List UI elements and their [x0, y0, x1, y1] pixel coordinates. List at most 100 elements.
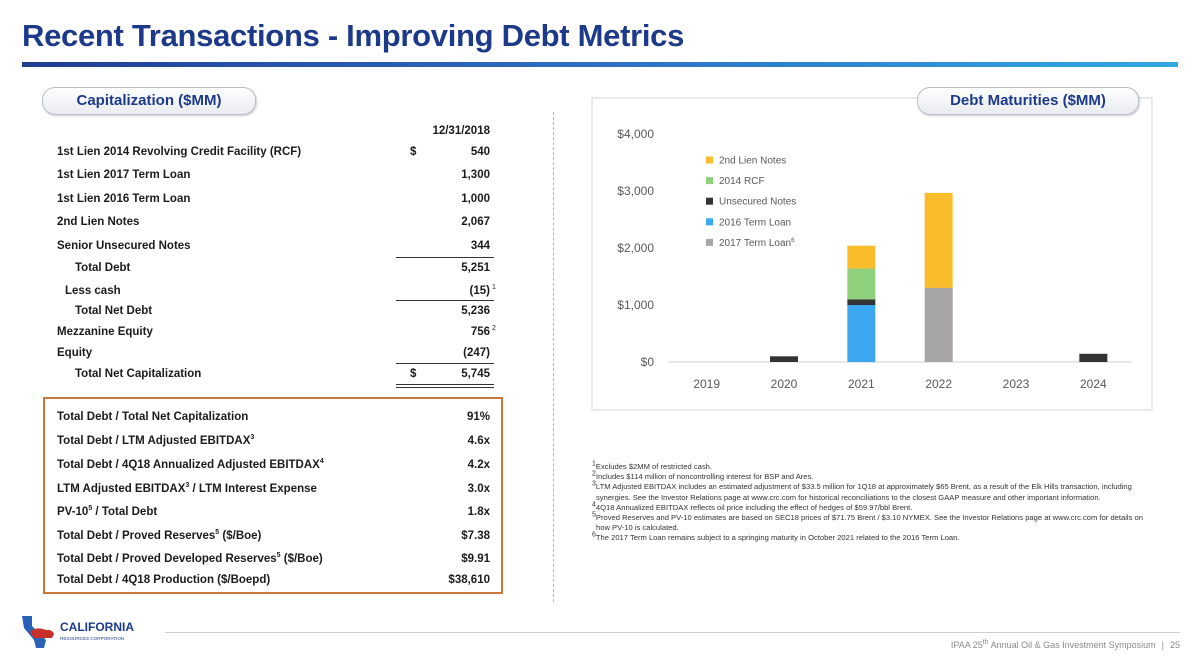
y-tick-label: $4,000 [617, 127, 654, 141]
row-value: 756 [470, 326, 490, 338]
chart-title: Debt Maturities ($MM) [917, 87, 1139, 115]
legend-label: 2017 Term Loan6 [719, 238, 795, 249]
row-value: 5,251 [461, 262, 490, 274]
label-text: Total Debt / 4Q18 Production ($/Boepd) [57, 574, 271, 586]
ratio-label: Total Debt / LTM Adjusted EBITDAX3 [57, 434, 254, 448]
row-label: 1st Lien 2014 Revolving Credit Facility … [57, 146, 302, 158]
label-text: IPAA 25 [950, 640, 983, 650]
row-value: (15) [469, 285, 490, 297]
footnote: 6The 2017 Term Loan remains subject to a… [592, 532, 1152, 543]
row-value: 1,300 [461, 169, 490, 181]
row-label: Total Debt [75, 262, 131, 274]
slide-title: Recent Transactions - Improving Debt Met… [22, 18, 685, 53]
footnote-text: 4Q18 Annualized EBITDAX reflects oil pri… [595, 502, 913, 512]
row-value: 540 [470, 146, 490, 158]
footnote: 2Includes $114 million of noncontrolling… [592, 470, 1152, 482]
x-tick-label: 2021 [848, 377, 875, 391]
footnote-ref: 2 [492, 325, 496, 332]
currency: $ [410, 146, 417, 158]
footnote: 5Proved Reserves and PV-10 estimates are… [592, 511, 1152, 533]
label-text: Total Debt / Proved Reserves [57, 530, 216, 542]
row-label: 2nd Lien Notes [57, 216, 140, 228]
row-label: Total Net Debt [75, 305, 153, 317]
title-rule [22, 62, 1178, 67]
footnote-text: Excludes $2MM of restricted cash. [595, 462, 712, 471]
label-text: LTM Adjusted EBITDAX [57, 483, 186, 495]
column-header: 12/31/2018 [432, 125, 490, 137]
bar-segment [847, 305, 876, 362]
row-value: 2,067 [461, 216, 490, 228]
bar-segment [770, 356, 798, 362]
logo-name: CALIFORNIA [60, 620, 134, 634]
y-tick-label: $3,000 [617, 184, 654, 198]
x-tick-label: 2020 [771, 377, 798, 391]
ratio-label: PV-105 / Total Debt [57, 505, 157, 519]
legend-label: Unsecured Notes [719, 197, 796, 208]
x-tick-label: 2022 [925, 377, 952, 391]
logo-subname: RESOURCES CORPORATION [60, 636, 124, 641]
bar-segment [1079, 353, 1108, 362]
legend-swatch [706, 218, 713, 226]
legend-swatch [706, 197, 713, 205]
footnote-number: 3 [592, 480, 596, 488]
table-rule [396, 257, 494, 258]
ratio-value: 4.2x [467, 459, 490, 471]
legend-swatch [706, 177, 713, 185]
row-label: Equity [57, 347, 93, 359]
row-value: 5,745 [461, 368, 490, 380]
ratio-value: 3.0x [467, 483, 490, 495]
logo-bear [30, 628, 54, 638]
footnote: 3LTM Adjusted EBITDAX includes an estima… [592, 480, 1152, 502]
legend-label: 2016 Term Loan [719, 217, 791, 228]
row-label: Senior Unsecured Notes [57, 240, 191, 252]
row-value: 5,236 [461, 305, 490, 317]
ratio-value: $9.91 [461, 553, 490, 565]
footnotes: 1Excludes $2MM of restricted cash. 2Inclu… [592, 460, 1152, 544]
row-value: (247) [463, 347, 490, 359]
label-text: / Total Debt [92, 506, 158, 518]
ratio-label: LTM Adjusted EBITDAX3 / LTM Interest Exp… [57, 482, 317, 496]
bar-segment [847, 268, 876, 300]
label-text: Total Debt / LTM Adjusted EBITDAX [57, 435, 251, 447]
y-tick-label: $1,000 [617, 298, 654, 312]
bar-segment [924, 192, 953, 288]
footnote-number: 5 [592, 511, 596, 519]
table-rule [396, 363, 494, 364]
label-text: Total Debt / 4Q18 Annualized Adjusted EB… [57, 459, 320, 471]
row-value: 344 [470, 240, 490, 252]
ratio-label: Total Debt / Proved Reserves5 ($/Boe) [57, 529, 261, 543]
x-tick-label: 2024 [1080, 377, 1107, 391]
footnote-number: 2 [592, 470, 596, 478]
ratio-label: Total Debt / Total Net Capitalization [57, 410, 248, 424]
ratio-value: 91% [466, 411, 490, 423]
page-number: 25 [1169, 640, 1180, 650]
legend-name: 2nd Lien Notes [719, 156, 786, 167]
footer-sep: | [1161, 640, 1164, 650]
ratio-value: $7.38 [461, 530, 490, 542]
label-text: Annual Oil & Gas Investment Symposium [988, 640, 1156, 650]
legend-swatch [706, 238, 713, 246]
legend-name: Unsecured Notes [719, 197, 796, 208]
superscript: 5 [88, 505, 93, 513]
footnote-text: Includes $114 million of noncontrolling … [595, 472, 814, 482]
ratio-label: Total Debt / 4Q18 Production ($/Boepd) [57, 573, 270, 587]
x-tick-label: 2019 [693, 377, 720, 391]
label-text: ($/Boe) [219, 530, 262, 542]
y-tick-label: $2,000 [617, 241, 654, 255]
legend-note: 6 [791, 238, 795, 244]
ratio-label: Total Debt / 4Q18 Annualized Adjusted EB… [57, 458, 324, 472]
superscript: 5 [276, 552, 281, 560]
ratio-value: $38,610 [448, 574, 490, 586]
label-text: Total Debt / Proved Developed Reserves [57, 553, 277, 565]
footer: IPAA 25th Annual Oil & Gas Investment Sy… [950, 639, 1180, 650]
row-label: Total Net Capitalization [75, 368, 202, 380]
y-tick-label: $0 [641, 355, 655, 369]
ratios-box [43, 397, 503, 594]
divider [553, 112, 554, 602]
label-text: ($/Boe) [280, 553, 323, 565]
superscript: 3 [250, 434, 255, 442]
footnote-number: 1 [592, 460, 596, 468]
table-rule [396, 387, 494, 388]
ratio-value: 1.8x [467, 506, 490, 518]
